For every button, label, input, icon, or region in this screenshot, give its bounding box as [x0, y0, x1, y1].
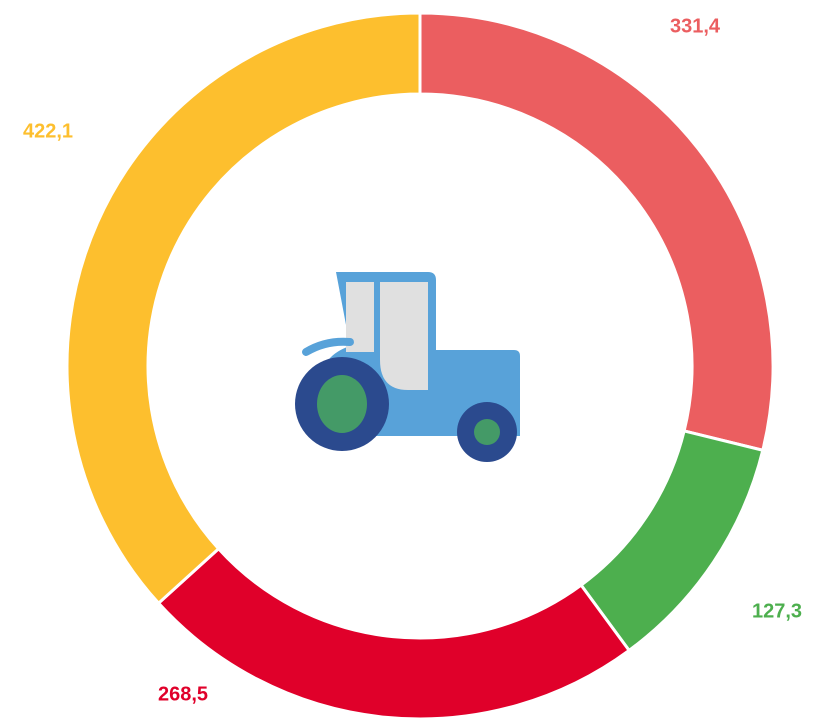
- donut-segment: [65, 11, 422, 606]
- tractor-icon: [295, 272, 520, 462]
- donut-segment: [579, 429, 765, 653]
- data-label: 127,3: [752, 600, 802, 622]
- data-label: 331,4: [670, 15, 721, 37]
- data-label: 268,5: [158, 683, 208, 705]
- donut-segment: [418, 11, 775, 453]
- data-label: 422,1: [23, 120, 73, 142]
- donut-segment: [156, 546, 632, 721]
